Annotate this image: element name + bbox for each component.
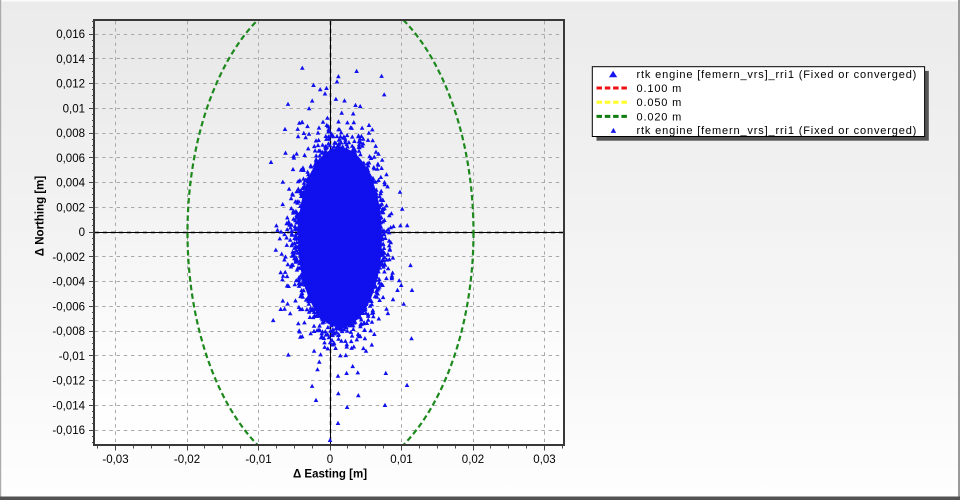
svg-text:0,002: 0,002 (56, 202, 85, 214)
svg-text:-0,02: -0,02 (174, 454, 200, 466)
svg-text:-0,004: -0,004 (52, 277, 85, 289)
svg-text:0,004: 0,004 (56, 178, 85, 190)
svg-text:-0,014: -0,014 (52, 400, 85, 412)
svg-text:-0,002: -0,002 (52, 252, 85, 264)
svg-text:rtk engine [femern_vrs]_rri1 (: rtk engine [femern_vrs]_rri1 (Fixed or c… (637, 69, 918, 81)
svg-text:rtk engine [femern_vrs]_rri1 (: rtk engine [femern_vrs]_rri1 (Fixed or c… (637, 125, 918, 137)
svg-text:0: 0 (327, 454, 333, 466)
svg-text:0: 0 (79, 227, 85, 239)
svg-text:0.100 m: 0.100 m (637, 83, 683, 95)
svg-text:0,02: 0,02 (462, 454, 484, 466)
svg-text:0,008: 0,008 (56, 128, 85, 140)
svg-text:0,01: 0,01 (63, 104, 85, 116)
svg-text:Δ Easting [m]: Δ Easting [m] (293, 469, 367, 481)
svg-text:-0,01: -0,01 (245, 454, 271, 466)
svg-text:-0,008: -0,008 (52, 326, 85, 338)
svg-text:0,03: 0,03 (533, 454, 555, 466)
svg-text:0,016: 0,016 (56, 29, 85, 41)
svg-text:0.050 m: 0.050 m (637, 97, 683, 109)
svg-text:0,012: 0,012 (56, 79, 85, 91)
svg-text:Δ Northing [m]: Δ Northing [m] (35, 176, 47, 257)
svg-text:-0,006: -0,006 (52, 301, 85, 313)
svg-text:0,006: 0,006 (56, 153, 85, 165)
svg-text:-0,016: -0,016 (52, 425, 85, 437)
svg-text:0,01: 0,01 (390, 454, 412, 466)
svg-text:0,014: 0,014 (56, 54, 85, 66)
svg-text:-0,01: -0,01 (59, 351, 85, 363)
svg-text:-0,012: -0,012 (52, 376, 85, 388)
svg-text:-0,03: -0,03 (102, 454, 128, 466)
svg-text:0.020 m: 0.020 m (637, 111, 683, 123)
